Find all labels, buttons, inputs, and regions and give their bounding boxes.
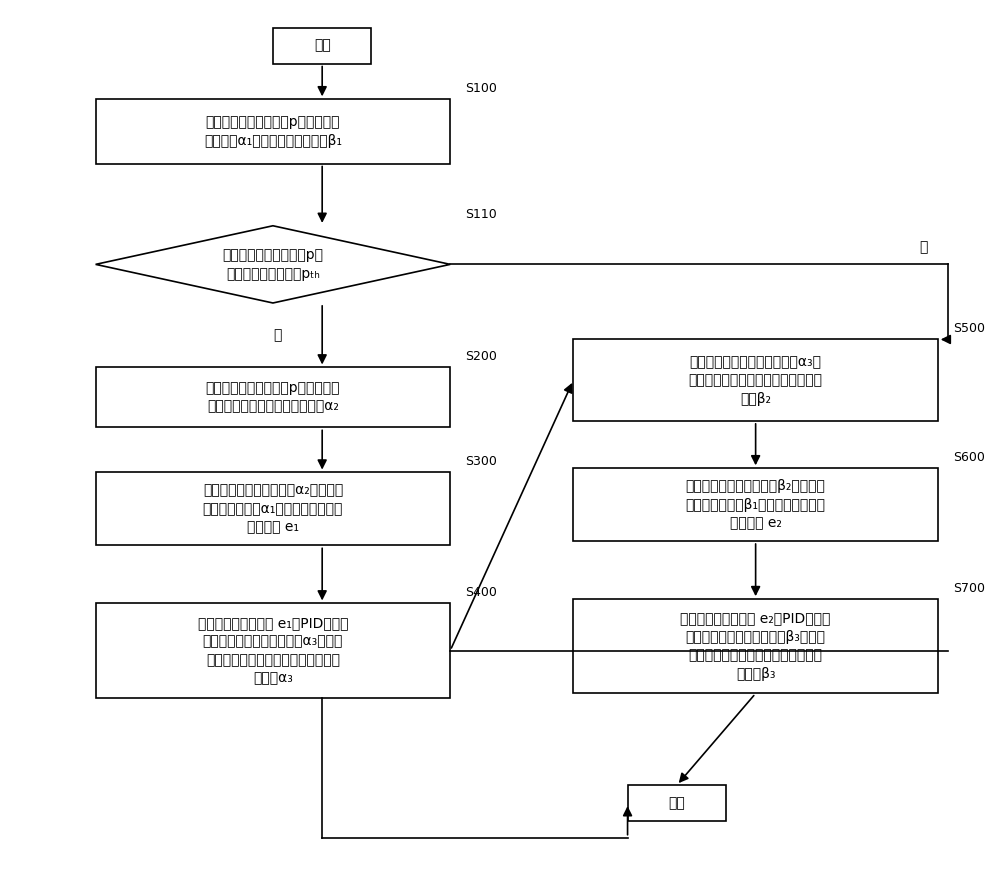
FancyBboxPatch shape: [573, 468, 938, 542]
Text: 基于氢气当前进堆压力p，经前馈控
制获得第一阀门的目标期望开度α₂: 基于氢气当前进堆压力p，经前馈控 制获得第一阀门的目标期望开度α₂: [206, 381, 340, 413]
FancyBboxPatch shape: [96, 473, 450, 545]
Polygon shape: [96, 226, 450, 303]
Text: S500: S500: [953, 322, 985, 335]
Text: 否: 否: [920, 240, 928, 254]
Text: 结束: 结束: [668, 796, 685, 810]
Text: 获取氢气当前进堆压力p、第一阀门
实际开度α₁、第二阀门实际开度β₁: 获取氢气当前进堆压力p、第一阀门 实际开度α₁、第二阀门实际开度β₁: [204, 115, 342, 147]
Text: S100: S100: [465, 82, 497, 95]
Text: 第一阀门的目标期望开度α₂减去第一
阀门的实际开度α₁，获得第一阀门的
控制误差 e₁: 第一阀门的目标期望开度α₂减去第一 阀门的实际开度α₁，获得第一阀门的 控制误差…: [203, 484, 343, 535]
FancyBboxPatch shape: [628, 786, 726, 821]
Text: S200: S200: [465, 350, 497, 363]
FancyBboxPatch shape: [573, 599, 938, 693]
Text: S600: S600: [953, 451, 985, 464]
Text: S110: S110: [465, 208, 497, 221]
Text: 开始: 开始: [314, 38, 331, 52]
Text: 判断氢气当前进堆压力p是
否大于进堆压力阈値pₜₕ: 判断氢气当前进堆压力p是 否大于进堆压力阈値pₜₕ: [222, 249, 323, 281]
Text: 基于第一阀门的实际期望开度α₃，
经前馈控制获得第二阀门的目标期望
开度β₂: 基于第一阀门的实际期望开度α₃， 经前馈控制获得第二阀门的目标期望 开度β₂: [689, 355, 823, 405]
FancyBboxPatch shape: [273, 28, 371, 64]
Text: 第二阀门的目标期望开度β₂减去第二
阀门的实际开度β₁，获得第二阀门的
控制误差 e₂: 第二阀门的目标期望开度β₂减去第二 阀门的实际开度β₁，获得第二阀门的 控制误差…: [686, 480, 826, 530]
Text: 是: 是: [274, 328, 282, 342]
Text: 第一阀门的控制误差 e₂经PID控制获
得第二阀门的实际期望开度β₃，第二
阀门将开度调整为第二阀门的实际期
望开度β₃: 第一阀门的控制误差 e₂经PID控制获 得第二阀门的实际期望开度β₃，第二 阀门…: [680, 611, 831, 681]
FancyBboxPatch shape: [96, 99, 450, 164]
FancyBboxPatch shape: [96, 367, 450, 427]
FancyBboxPatch shape: [96, 603, 450, 698]
Text: 第一阀门的控制误差 e₁经PID控制获
得第一阀门的实际期望开度α₃，第一
阀门将开度调整为第一阀门的实际期
望开度α₃: 第一阀门的控制误差 e₁经PID控制获 得第一阀门的实际期望开度α₃，第一 阀门…: [198, 616, 348, 685]
FancyBboxPatch shape: [573, 339, 938, 421]
Text: S700: S700: [953, 582, 985, 595]
Text: S400: S400: [465, 586, 497, 599]
Text: S300: S300: [465, 455, 497, 468]
